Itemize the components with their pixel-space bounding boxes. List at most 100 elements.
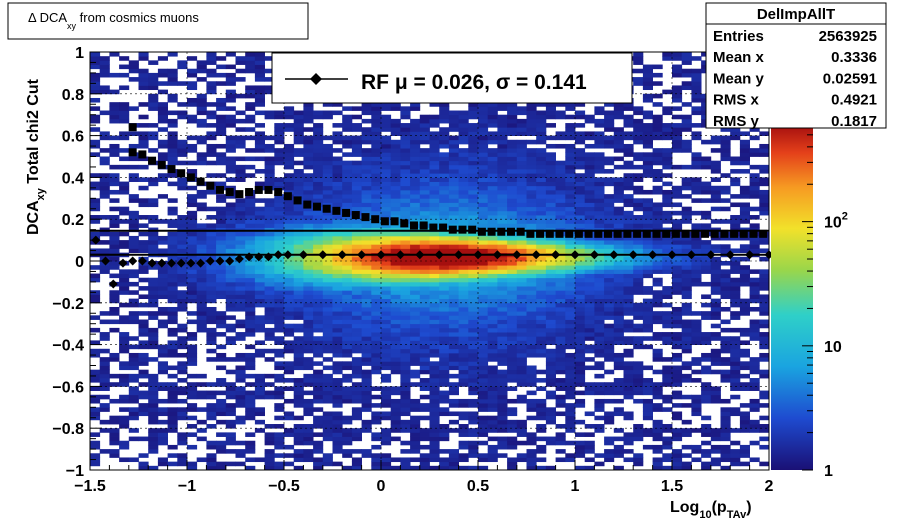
heat-cell — [478, 415, 489, 421]
heat-cell — [536, 369, 547, 375]
heat-cell — [419, 269, 430, 274]
heat-cell — [730, 277, 741, 283]
heat-cell — [381, 336, 392, 341]
heat-cell — [652, 114, 663, 120]
heat-cell — [138, 85, 149, 91]
heat-cell — [497, 102, 508, 107]
heat-cell — [206, 231, 217, 237]
heat-cell — [138, 411, 149, 417]
heat-cell — [478, 261, 489, 266]
heat-cell — [206, 114, 217, 120]
heat-cell — [235, 286, 246, 291]
heat-cell — [642, 219, 653, 224]
heat-cell — [720, 457, 731, 463]
heat-cell — [468, 256, 479, 262]
heat-cell — [594, 131, 605, 136]
heat-cell — [439, 457, 450, 463]
heat-cell — [662, 336, 673, 341]
heat-cell — [371, 294, 382, 300]
heat-cell — [284, 256, 295, 262]
heat-cell — [468, 110, 479, 116]
heat-cell — [623, 152, 634, 157]
heat-cell — [720, 286, 731, 291]
heat-cell — [322, 294, 333, 300]
heat-cell — [419, 428, 430, 433]
heat-cell — [109, 235, 120, 241]
heat-cell — [196, 373, 207, 379]
heat-cell — [545, 135, 556, 141]
heat-cell — [274, 340, 285, 345]
heat-cell — [448, 261, 459, 266]
heat-cell — [245, 323, 256, 329]
heat-cell — [565, 164, 576, 170]
heat-cell — [633, 290, 644, 295]
heat-cell — [516, 261, 527, 266]
heat-cell — [206, 327, 217, 333]
heat-cell — [613, 256, 624, 262]
heat-cell — [642, 240, 653, 245]
heat-cell — [478, 361, 489, 366]
heat-cell — [254, 235, 265, 241]
heat-cell — [516, 148, 527, 153]
heat-cell — [642, 302, 653, 308]
heat-cell — [672, 365, 683, 371]
heat-cell — [516, 106, 527, 111]
heat-cell — [235, 265, 246, 270]
heat-cell — [322, 114, 333, 120]
heat-cell — [662, 160, 673, 166]
heat-cell — [216, 114, 227, 120]
heat-cell — [332, 173, 343, 178]
heat-cell — [264, 85, 275, 91]
heat-cell — [730, 352, 741, 358]
heat-cell — [458, 365, 469, 371]
heat-cell — [138, 215, 149, 220]
heat-cell — [429, 219, 440, 224]
heat-cell — [187, 118, 198, 124]
heat-cell — [400, 277, 411, 283]
heat-cell — [225, 72, 236, 78]
heat-cell — [390, 369, 401, 375]
heat-cell — [468, 160, 479, 166]
heat-cell — [749, 398, 760, 404]
heat-cell — [245, 198, 256, 203]
heat-cell — [351, 311, 362, 316]
heat-cell — [516, 164, 527, 170]
heat-cell — [390, 169, 401, 174]
heat-cell — [371, 394, 382, 400]
heat-cell — [487, 382, 498, 387]
heat-cell — [410, 277, 421, 283]
heat-cell — [332, 244, 343, 249]
heat-cell — [177, 294, 188, 300]
heat-cell — [342, 265, 353, 270]
heat-cell — [672, 248, 683, 254]
heat-cell — [235, 294, 246, 300]
heat-cell — [419, 185, 430, 191]
heat-cell — [516, 336, 527, 341]
heat-cell — [148, 302, 159, 308]
heat-cell — [448, 235, 459, 241]
heat-cell — [584, 311, 595, 316]
heat-cell — [225, 64, 236, 70]
heat-cell — [565, 206, 576, 212]
heat-cell — [497, 127, 508, 132]
heat-cell — [284, 265, 295, 270]
heat-cell — [235, 164, 246, 170]
heat-cell — [332, 290, 343, 295]
heat-cell — [575, 382, 586, 387]
heat-cell — [187, 169, 198, 174]
heat-cell — [672, 114, 683, 120]
heat-cell — [400, 256, 411, 262]
heat-cell — [458, 465, 469, 470]
heat-cell — [225, 327, 236, 333]
heat-cell — [594, 323, 605, 329]
heat-cell — [429, 281, 440, 287]
heat-cell — [235, 118, 246, 124]
heat-cell — [672, 194, 683, 199]
heat-cell — [264, 240, 275, 245]
heat-cell — [216, 269, 227, 274]
heat-cell — [526, 114, 537, 120]
heat-cell — [652, 302, 663, 308]
heat-cell — [148, 465, 159, 470]
heat-cell — [545, 290, 556, 295]
heat-cell — [448, 273, 459, 279]
